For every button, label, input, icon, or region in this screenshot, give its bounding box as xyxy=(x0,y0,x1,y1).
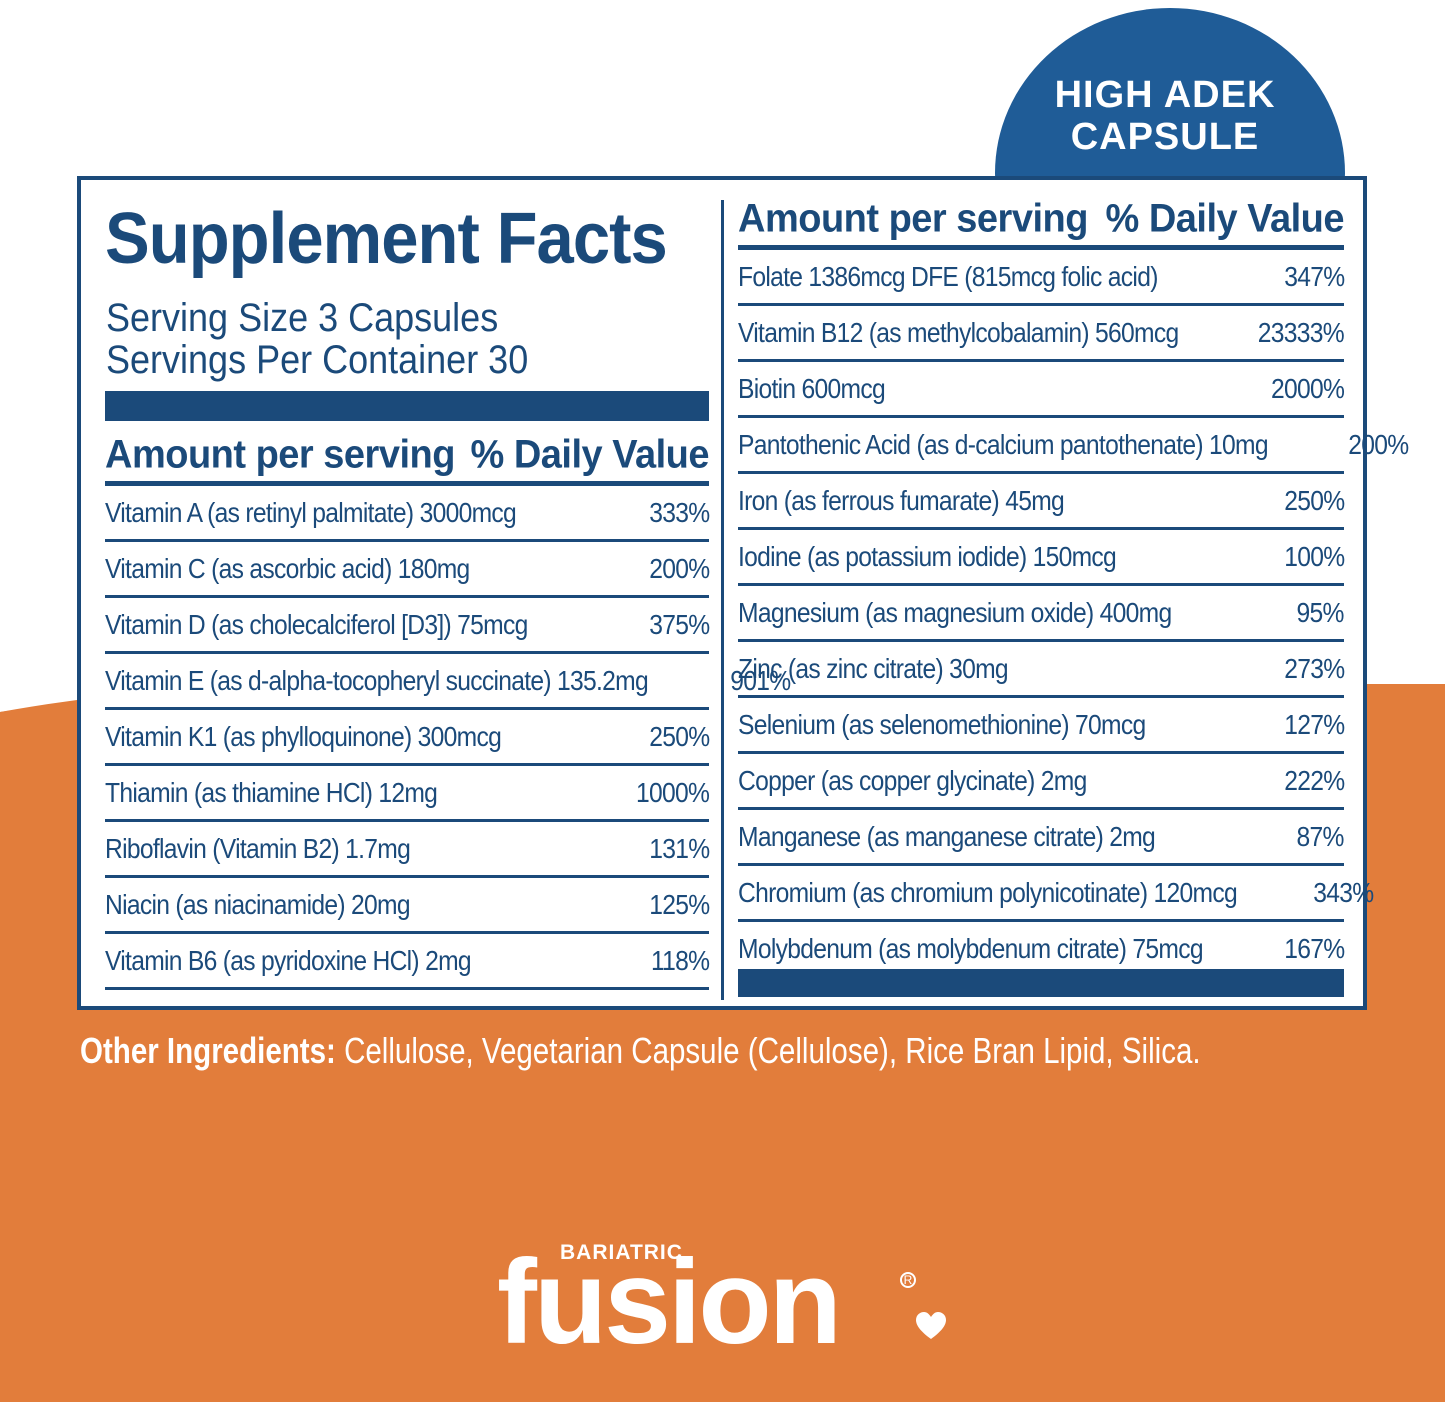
amount-header-right: Amount per serving xyxy=(738,196,1088,241)
daily-value: 131% xyxy=(648,832,710,864)
right-rows: Folate 1386mcg DFE (815mcg folic acid) 34… xyxy=(738,250,1409,978)
daily-value: 347% xyxy=(1283,260,1345,292)
nutrient-name: Selenium (as selenomethionine) 70mcg xyxy=(738,708,1146,740)
nutrient-row: Biotin 600mcg 2000% xyxy=(738,362,1345,418)
left-column-header: Amount per serving % Daily Value xyxy=(105,430,709,486)
bottom-divider-bar xyxy=(738,969,1344,997)
daily-value: 167% xyxy=(1283,932,1345,964)
daily-value-header: % Daily Value xyxy=(470,432,709,477)
daily-value: 125% xyxy=(648,888,710,920)
nutrient-name: Vitamin E (as d-alpha-tocopheryl succina… xyxy=(105,664,649,696)
nutrient-row: Niacin (as niacinamide) 20mg 125% xyxy=(105,878,710,934)
nutrient-row: Manganese (as manganese citrate) 2mg 87% xyxy=(738,810,1345,866)
right-column-header: Amount per serving % Daily Value xyxy=(738,194,1344,250)
left-rows: Vitamin A (as retinyl palmitate) 3000mcg… xyxy=(105,486,791,990)
nutrient-row: Vitamin E (as d-alpha-tocopheryl succina… xyxy=(105,654,791,710)
daily-value: 87% xyxy=(1296,820,1345,852)
brand-logo: fusion xyxy=(497,1235,842,1369)
nutrient-name: Folate 1386mcg DFE (815mcg folic acid) xyxy=(738,260,1158,292)
daily-value: 1000% xyxy=(635,776,710,808)
nutrient-row: Vitamin A (as retinyl palmitate) 3000mcg… xyxy=(105,486,710,542)
nutrient-name: Iodine (as potassium iodide) 150mcg xyxy=(738,540,1117,572)
column-divider xyxy=(721,200,724,1000)
nutrient-row: Riboflavin (Vitamin B2) 1.7mg 131% xyxy=(105,822,710,878)
other-ingredients-label: Other Ingredients: xyxy=(80,1030,336,1071)
daily-value: 250% xyxy=(1283,484,1345,516)
daily-value: 200% xyxy=(648,552,710,584)
brand-small-label: BARIATRIC xyxy=(560,1241,683,1264)
nutrient-name: Chromium (as chromium polynicotinate) 12… xyxy=(738,876,1238,908)
nutrient-name: Copper (as copper glycinate) 2mg xyxy=(738,764,1087,796)
daily-value: 100% xyxy=(1283,540,1345,572)
daily-value: 250% xyxy=(648,720,710,752)
heart-icon xyxy=(916,1312,946,1339)
nutrient-name: Vitamin D (as cholecalciferol [D3]) 75mc… xyxy=(105,608,528,640)
page-title: Supplement Facts xyxy=(105,199,668,279)
badge-line-1: HIGH ADEK xyxy=(1054,74,1276,116)
serving-size: Serving Size 3 Capsules xyxy=(106,296,499,340)
nutrient-row: Vitamin B6 (as pyridoxine HCl) 2mg 118% xyxy=(105,934,710,990)
daily-value: 23333% xyxy=(1257,316,1345,348)
nutrient-row: Vitamin B12 (as methylcobalamin) 560mcg 2… xyxy=(738,306,1345,362)
daily-value: 118% xyxy=(650,944,710,976)
nutrient-name: Molybdenum (as molybdenum citrate) 75mcg xyxy=(738,932,1204,964)
right-nutrient-column: Amount per serving % Daily Value Folate … xyxy=(738,194,1409,978)
nutrient-row: Iodine (as potassium iodide) 150mcg 100% xyxy=(738,530,1345,586)
daily-value: 222% xyxy=(1283,764,1345,796)
nutrient-row: Copper (as copper glycinate) 2mg 222% xyxy=(738,754,1345,810)
badge-label: HIGH ADEK CAPSULE xyxy=(995,74,1335,158)
nutrient-name: Vitamin A (as retinyl palmitate) 3000mcg xyxy=(105,496,517,528)
daily-value: 95% xyxy=(1296,596,1345,628)
badge-line-2: CAPSULE xyxy=(1070,116,1260,158)
nutrient-row: Pantothenic Acid (as d-calcium pantothen… xyxy=(738,418,1409,474)
other-ingredients-text: Cellulose, Vegetarian Capsule (Cellulose… xyxy=(335,1030,1201,1071)
nutrient-row: Selenium (as selenomethionine) 70mcg 127% xyxy=(738,698,1345,754)
nutrient-name: Zinc (as zinc citrate) 30mg xyxy=(738,652,1009,684)
nutrient-row: Magnesium (as magnesium oxide) 400mg 95% xyxy=(738,586,1345,642)
nutrient-row: Chromium (as chromium polynicotinate) 12… xyxy=(738,866,1374,922)
nutrient-row: Folate 1386mcg DFE (815mcg folic acid) 34… xyxy=(738,250,1345,306)
daily-value: 200% xyxy=(1348,428,1409,460)
daily-value: 901% xyxy=(730,664,791,696)
nutrient-name: Vitamin B6 (as pyridoxine HCl) 2mg xyxy=(105,944,472,976)
nutrient-row: Vitamin K1 (as phylloquinone) 300mcg 250% xyxy=(105,710,710,766)
nutrient-name: Vitamin B12 (as methylcobalamin) 560mcg xyxy=(738,316,1179,348)
nutrient-row: Iron (as ferrous fumarate) 45mg 250% xyxy=(738,474,1345,530)
nutrient-name: Magnesium (as magnesium oxide) 400mg xyxy=(738,596,1172,628)
nutrient-name: Niacin (as niacinamide) 20mg xyxy=(105,888,411,920)
daily-value: 343% xyxy=(1313,876,1374,908)
nutrient-name: Manganese (as manganese citrate) 2mg xyxy=(738,820,1156,852)
nutrient-name: Vitamin C (as ascorbic acid) 180mg xyxy=(105,552,470,584)
amount-header: Amount per serving xyxy=(105,432,455,477)
nutrient-name: Riboflavin (Vitamin B2) 1.7mg xyxy=(105,832,411,864)
other-ingredients: Other Ingredients: Cellulose, Vegetarian… xyxy=(80,1030,1201,1072)
nutrient-row: Vitamin C (as ascorbic acid) 180mg 200% xyxy=(105,542,710,598)
nutrient-row: Zinc (as zinc citrate) 30mg 273% xyxy=(738,642,1345,698)
nutrient-name: Pantothenic Acid (as d-calcium pantothen… xyxy=(738,428,1269,460)
servings-per-container: Servings Per Container 30 xyxy=(106,338,529,382)
left-nutrient-column: Amount per serving % Daily Value Vitamin… xyxy=(105,430,791,990)
divider-bar xyxy=(105,391,709,421)
nutrient-name: Biotin 600mcg xyxy=(738,372,886,404)
daily-value: 375% xyxy=(648,608,710,640)
daily-value: 2000% xyxy=(1270,372,1345,404)
daily-value-header-right: % Daily Value xyxy=(1105,196,1344,241)
nutrient-name: Iron (as ferrous fumarate) 45mg xyxy=(738,484,1065,516)
daily-value: 127% xyxy=(1283,708,1345,740)
nutrient-name: Vitamin K1 (as phylloquinone) 300mcg xyxy=(105,720,502,752)
daily-value: 273% xyxy=(1283,652,1345,684)
registered-mark: R xyxy=(900,1272,916,1288)
nutrient-name: Thiamin (as thiamine HCl) 12mg xyxy=(105,776,438,808)
nutrient-row: Thiamin (as thiamine HCl) 12mg 1000% xyxy=(105,766,710,822)
daily-value: 333% xyxy=(648,496,710,528)
nutrient-row: Vitamin D (as cholecalciferol [D3]) 75mc… xyxy=(105,598,710,654)
